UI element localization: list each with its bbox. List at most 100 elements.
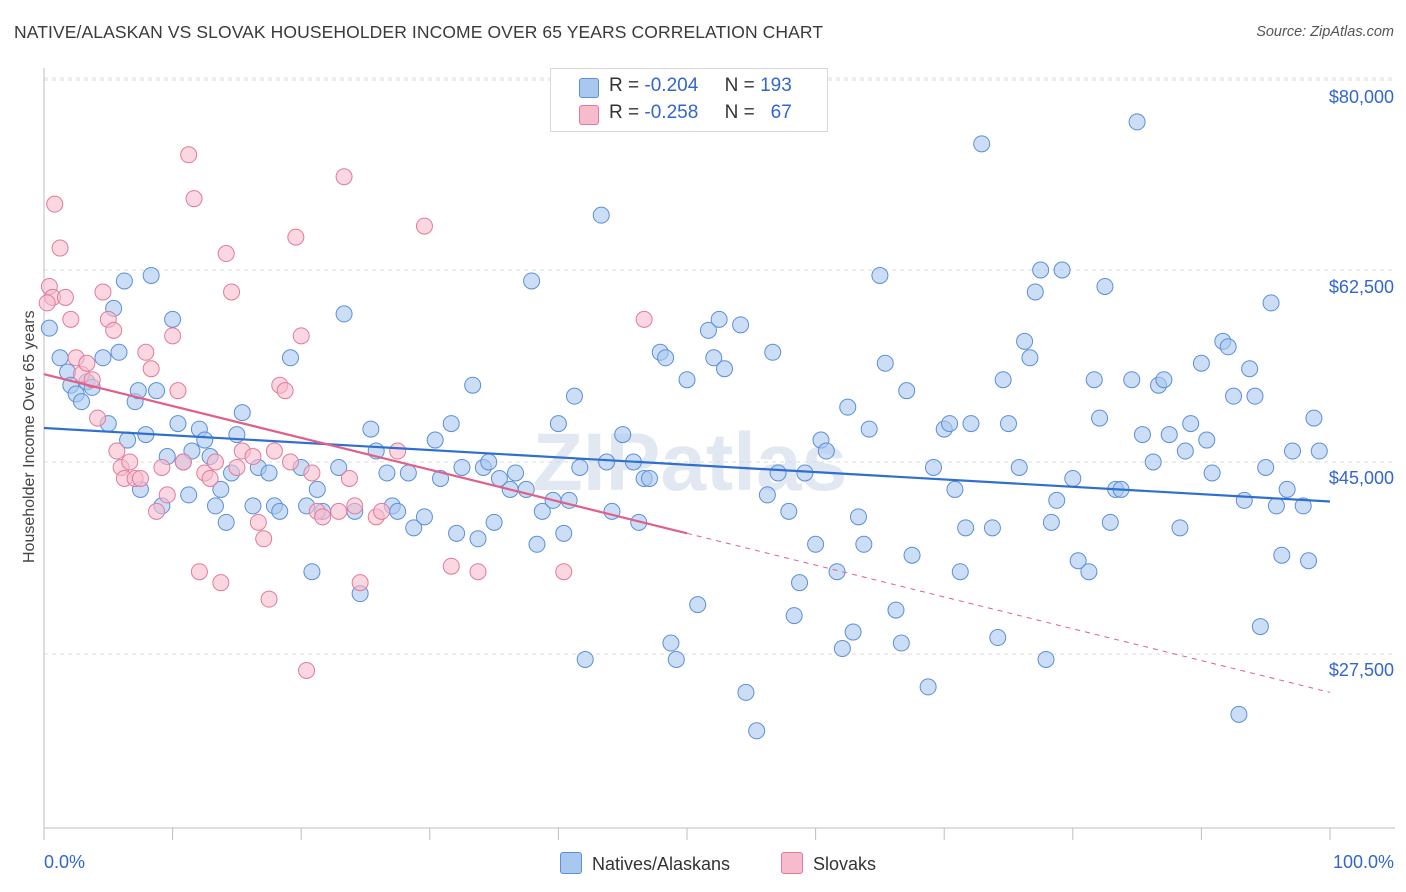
data-point-natives (148, 382, 166, 400)
data-point-natives (1000, 415, 1017, 433)
data-point-natives (415, 508, 433, 526)
data-point-natives (453, 458, 471, 476)
data-point-slovaks (51, 239, 69, 257)
data-point-natives (1278, 480, 1296, 498)
data-point-natives (1251, 618, 1269, 636)
correlation-legend: R = -0.204 N = 193 R = -0.258 N = 67 (550, 68, 828, 132)
data-point-natives (115, 272, 133, 290)
data-point-natives (1048, 491, 1066, 509)
x-tick-label-max: 100.0% (1332, 852, 1394, 872)
data-point-slovaks (185, 190, 203, 208)
data-point-natives (442, 415, 460, 433)
data-point-natives (330, 458, 348, 476)
data-point-natives (1273, 546, 1291, 564)
data-point-natives (791, 574, 809, 592)
data-point-natives (1016, 332, 1034, 350)
data-point-natives (898, 382, 916, 400)
y-tick-label: $80,000 (1328, 87, 1394, 107)
data-point-natives (212, 480, 230, 498)
data-point-natives (233, 404, 251, 422)
r-value: -0.204 (644, 75, 699, 96)
data-point-natives (957, 519, 975, 537)
data-point-natives (485, 513, 503, 531)
data-point-natives (303, 563, 321, 581)
data-point-natives (1246, 387, 1264, 405)
data-point-natives (1069, 552, 1087, 570)
data-point-natives (206, 497, 224, 515)
data-point-natives (941, 415, 959, 433)
data-point-natives (110, 343, 128, 361)
x-tick-label-min: 0.0% (44, 852, 86, 872)
data-point-natives (432, 469, 450, 487)
data-point-slovaks (137, 343, 155, 361)
data-point-natives (1235, 491, 1253, 509)
data-point-natives (973, 135, 991, 153)
n-value: 67 (770, 102, 792, 123)
data-point-natives (962, 415, 980, 433)
data-point-slovaks (105, 321, 123, 339)
source-label: Source: ZipAtlas.com (1256, 24, 1394, 40)
data-point-natives (448, 524, 466, 542)
data-point-slovaks (340, 469, 358, 487)
data-point-natives (1064, 469, 1082, 487)
data-point-natives (1032, 261, 1050, 279)
data-point-natives (244, 497, 262, 515)
data-point-slovaks (206, 453, 224, 471)
data-point-slovaks (260, 590, 278, 608)
data-point-slovaks (292, 327, 310, 345)
data-point-natives (1182, 415, 1200, 433)
data-point-natives (469, 530, 487, 548)
data-point-slovaks (38, 294, 56, 312)
data-point-slovaks (298, 661, 316, 679)
data-point-natives (1026, 283, 1044, 301)
data-point-slovaks (373, 502, 391, 520)
data-point-natives (94, 349, 112, 367)
data-point-slovaks (62, 310, 80, 328)
data-point-natives (592, 206, 610, 224)
data-point-slovaks (276, 382, 294, 400)
data-point-natives (716, 360, 734, 378)
data-point-slovaks (121, 453, 139, 471)
data-point-natives (1133, 426, 1151, 444)
data-point-natives (871, 266, 889, 284)
series-natives-alaskans (40, 85, 1328, 740)
data-point-natives (1042, 513, 1060, 531)
data-point-natives (640, 469, 658, 487)
data-point-natives (260, 464, 278, 482)
legend-swatch-pink (579, 105, 599, 125)
trend-line-natives (43, 426, 1331, 503)
data-point-slovaks (142, 360, 160, 378)
data-point-slovaks (83, 371, 101, 389)
data-point-slovaks (555, 563, 573, 581)
trend-lines (43, 373, 1331, 693)
legend-item-natives[interactable]: Natives/Alaskans (560, 852, 730, 875)
data-point-natives (1155, 371, 1173, 389)
data-point-natives (892, 634, 910, 652)
data-point-natives (523, 272, 541, 290)
data-point-natives (281, 349, 299, 367)
data-point-natives (405, 519, 423, 537)
r-label: R = (609, 75, 640, 96)
data-point-natives (667, 650, 685, 668)
data-point-natives (399, 464, 417, 482)
data-point-slovaks (335, 168, 353, 186)
data-point-natives (614, 426, 632, 444)
data-point-slovaks (169, 382, 187, 400)
data-point-natives (1171, 519, 1189, 537)
data-point-slovaks (153, 458, 171, 476)
data-point-natives (769, 464, 787, 482)
legend-item-slovaks[interactable]: Slovaks (781, 852, 876, 875)
data-point-slovaks (346, 497, 364, 515)
data-point-natives (528, 535, 546, 553)
data-point-natives (571, 458, 589, 476)
data-point-slovaks (158, 486, 176, 504)
data-point-slovaks (174, 453, 192, 471)
data-point-slovaks (56, 288, 74, 306)
data-point-natives (662, 634, 680, 652)
data-point-natives (362, 420, 380, 438)
y-tick-label: $45,000 (1328, 468, 1394, 488)
data-point-natives (271, 502, 289, 520)
data-point-natives (217, 513, 235, 531)
data-point-natives (1262, 294, 1280, 312)
data-point-natives (1176, 442, 1194, 460)
